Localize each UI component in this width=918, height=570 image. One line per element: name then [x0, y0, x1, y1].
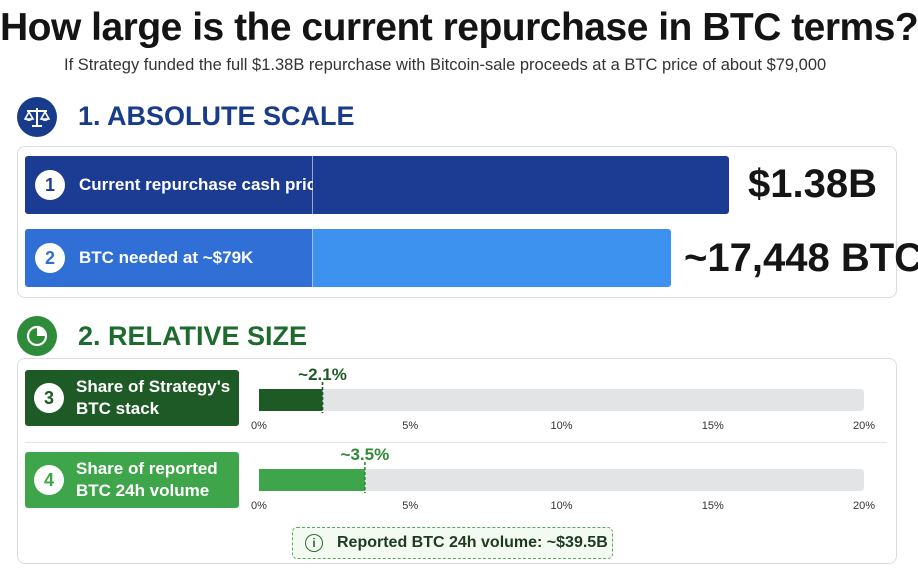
repurchase-cash-bar: 1 Current repurchase cash price — [25, 156, 729, 214]
row-number-badge: 3 — [34, 383, 64, 413]
stack-share-label-line1: Share of Strategy's — [76, 377, 231, 396]
section-heading-absolute: 1. ABSOLUTE SCALE — [78, 101, 355, 131]
pie-chart-icon — [17, 316, 57, 356]
page-title: How large is the current repurchase in B… — [0, 6, 918, 49]
balance-scale-icon — [17, 97, 57, 137]
stack-share-label-box: 3 Share of Strategy's BTC stack — [25, 370, 239, 426]
row-number-badge: 2 — [35, 243, 65, 273]
row-number-badge: 4 — [34, 465, 64, 495]
repurchase-cash-label: Current repurchase cash price — [79, 175, 326, 194]
repurchase-cash-value: $1.38B — [748, 162, 877, 206]
stack-share-label-line2: BTC stack — [76, 399, 160, 418]
btc-needed-bar: 2 BTC needed at ~$79K — [25, 229, 671, 287]
section-heading-relative: 2. RELATIVE SIZE — [78, 321, 308, 351]
volume-note: i Reported BTC 24h volume: ~$39.5B — [292, 527, 613, 559]
row-number-badge: 1 — [35, 170, 65, 200]
page-subtitle: If Strategy funded the full $1.38B repur… — [64, 56, 827, 74]
volume-share-label-line2: BTC 24h volume — [76, 481, 210, 500]
row-divider — [25, 442, 887, 443]
volume-share-label-line1: Share of reported — [76, 459, 218, 478]
btc-needed-label: BTC needed at ~$79K — [79, 248, 254, 267]
btc-needed-value: ~17,448 BTC — [684, 236, 918, 280]
info-icon: i — [305, 534, 323, 552]
volume-share-label-box: 4 Share of reported BTC 24h volume — [25, 452, 239, 508]
volume-note-text: Reported BTC 24h volume: ~$39.5B — [337, 534, 608, 551]
